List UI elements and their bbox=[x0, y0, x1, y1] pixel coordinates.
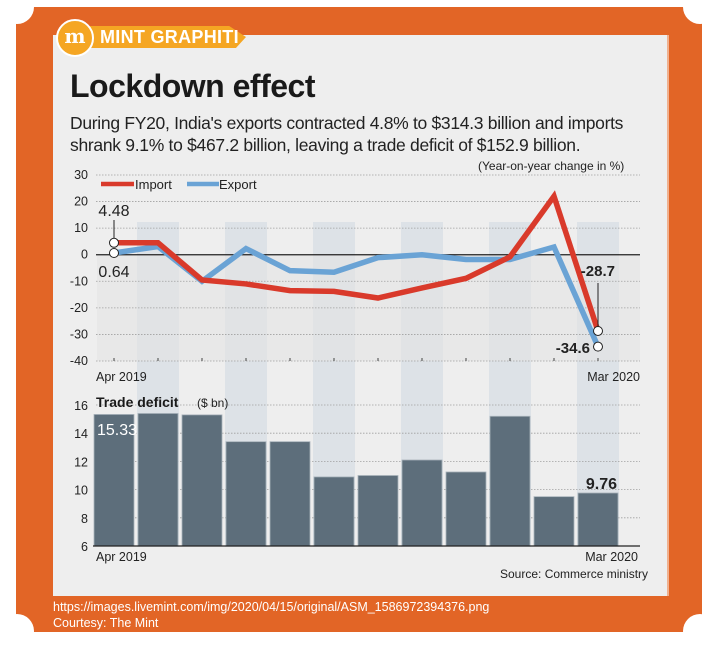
bar-annotation-last: 9.76 bbox=[586, 476, 617, 493]
page-title: Lockdown effect bbox=[70, 68, 315, 104]
x-tick-label: Apr 2019 bbox=[96, 370, 147, 384]
y-tick-label: 30 bbox=[74, 168, 88, 182]
data-point-marker bbox=[593, 325, 603, 336]
bar bbox=[93, 414, 135, 547]
legend-label-export: Export bbox=[219, 177, 257, 192]
brand-label: MINT GRAPHITI bbox=[100, 27, 239, 47]
y-tick-label: 16 bbox=[74, 399, 88, 413]
series-line-import bbox=[113, 190, 601, 332]
bar bbox=[445, 471, 487, 547]
y-tick-label: 10 bbox=[74, 221, 88, 235]
source-note: Source: Commerce ministry bbox=[500, 567, 649, 581]
y-tick-label: 10 bbox=[74, 484, 88, 498]
line-chart-unit-label: (Year-on-year change in %) bbox=[478, 159, 625, 173]
brand-badge: m MINT GRAPHITI bbox=[56, 19, 246, 57]
legend-label-import: Import bbox=[135, 177, 172, 192]
bar bbox=[533, 496, 575, 547]
bar bbox=[489, 415, 531, 547]
y-tick-label: 6 bbox=[81, 540, 88, 554]
frame-corner-bottom-right bbox=[683, 614, 717, 648]
description: During FY20, India's exports contracted … bbox=[70, 113, 624, 155]
data-point-marker bbox=[109, 248, 119, 259]
annotation-export-first: 0.64 bbox=[98, 264, 129, 281]
data-point-marker bbox=[109, 237, 119, 248]
y-tick-label: -10 bbox=[70, 274, 88, 288]
annotation-export-last: -34.6 bbox=[556, 340, 590, 357]
annotation-import-last: -28.7 bbox=[581, 263, 615, 280]
bar-chart-unit: ($ bn) bbox=[197, 396, 228, 410]
bar bbox=[181, 414, 223, 547]
bar bbox=[225, 441, 267, 547]
y-tick-label: -40 bbox=[70, 354, 88, 368]
bar bbox=[313, 476, 355, 547]
footer-url: https://images.livemint.com/img/2020/04/… bbox=[53, 600, 490, 614]
x-tick-label: Apr 2019 bbox=[96, 550, 147, 564]
x-tick-label: Mar 2020 bbox=[587, 370, 640, 384]
bar bbox=[401, 459, 443, 547]
mint-logo-icon: m bbox=[56, 19, 94, 57]
y-tick-label: 12 bbox=[74, 455, 88, 469]
y-tick-label: -20 bbox=[70, 301, 88, 315]
footer-courtesy: Courtesy: The Mint bbox=[53, 616, 159, 630]
bar bbox=[357, 475, 399, 547]
y-tick-label: 20 bbox=[74, 195, 88, 209]
bar bbox=[137, 413, 179, 547]
x-tick-label: Mar 2020 bbox=[585, 550, 638, 564]
bar-chart-title: Trade deficit bbox=[96, 394, 179, 410]
y-tick-label: -30 bbox=[70, 327, 88, 341]
bar-annotation-first: 15.33 bbox=[97, 422, 137, 439]
bar bbox=[577, 492, 619, 547]
annotation-import-first: 4.48 bbox=[98, 203, 129, 220]
brand-ribbon bbox=[78, 26, 246, 48]
data-point-marker bbox=[593, 341, 603, 352]
y-tick-label: 8 bbox=[81, 512, 88, 526]
bar bbox=[269, 441, 311, 547]
frame-corner-bottom-left bbox=[0, 614, 34, 648]
y-tick-label: 14 bbox=[74, 427, 88, 441]
y-tick-label: 0 bbox=[81, 248, 88, 262]
